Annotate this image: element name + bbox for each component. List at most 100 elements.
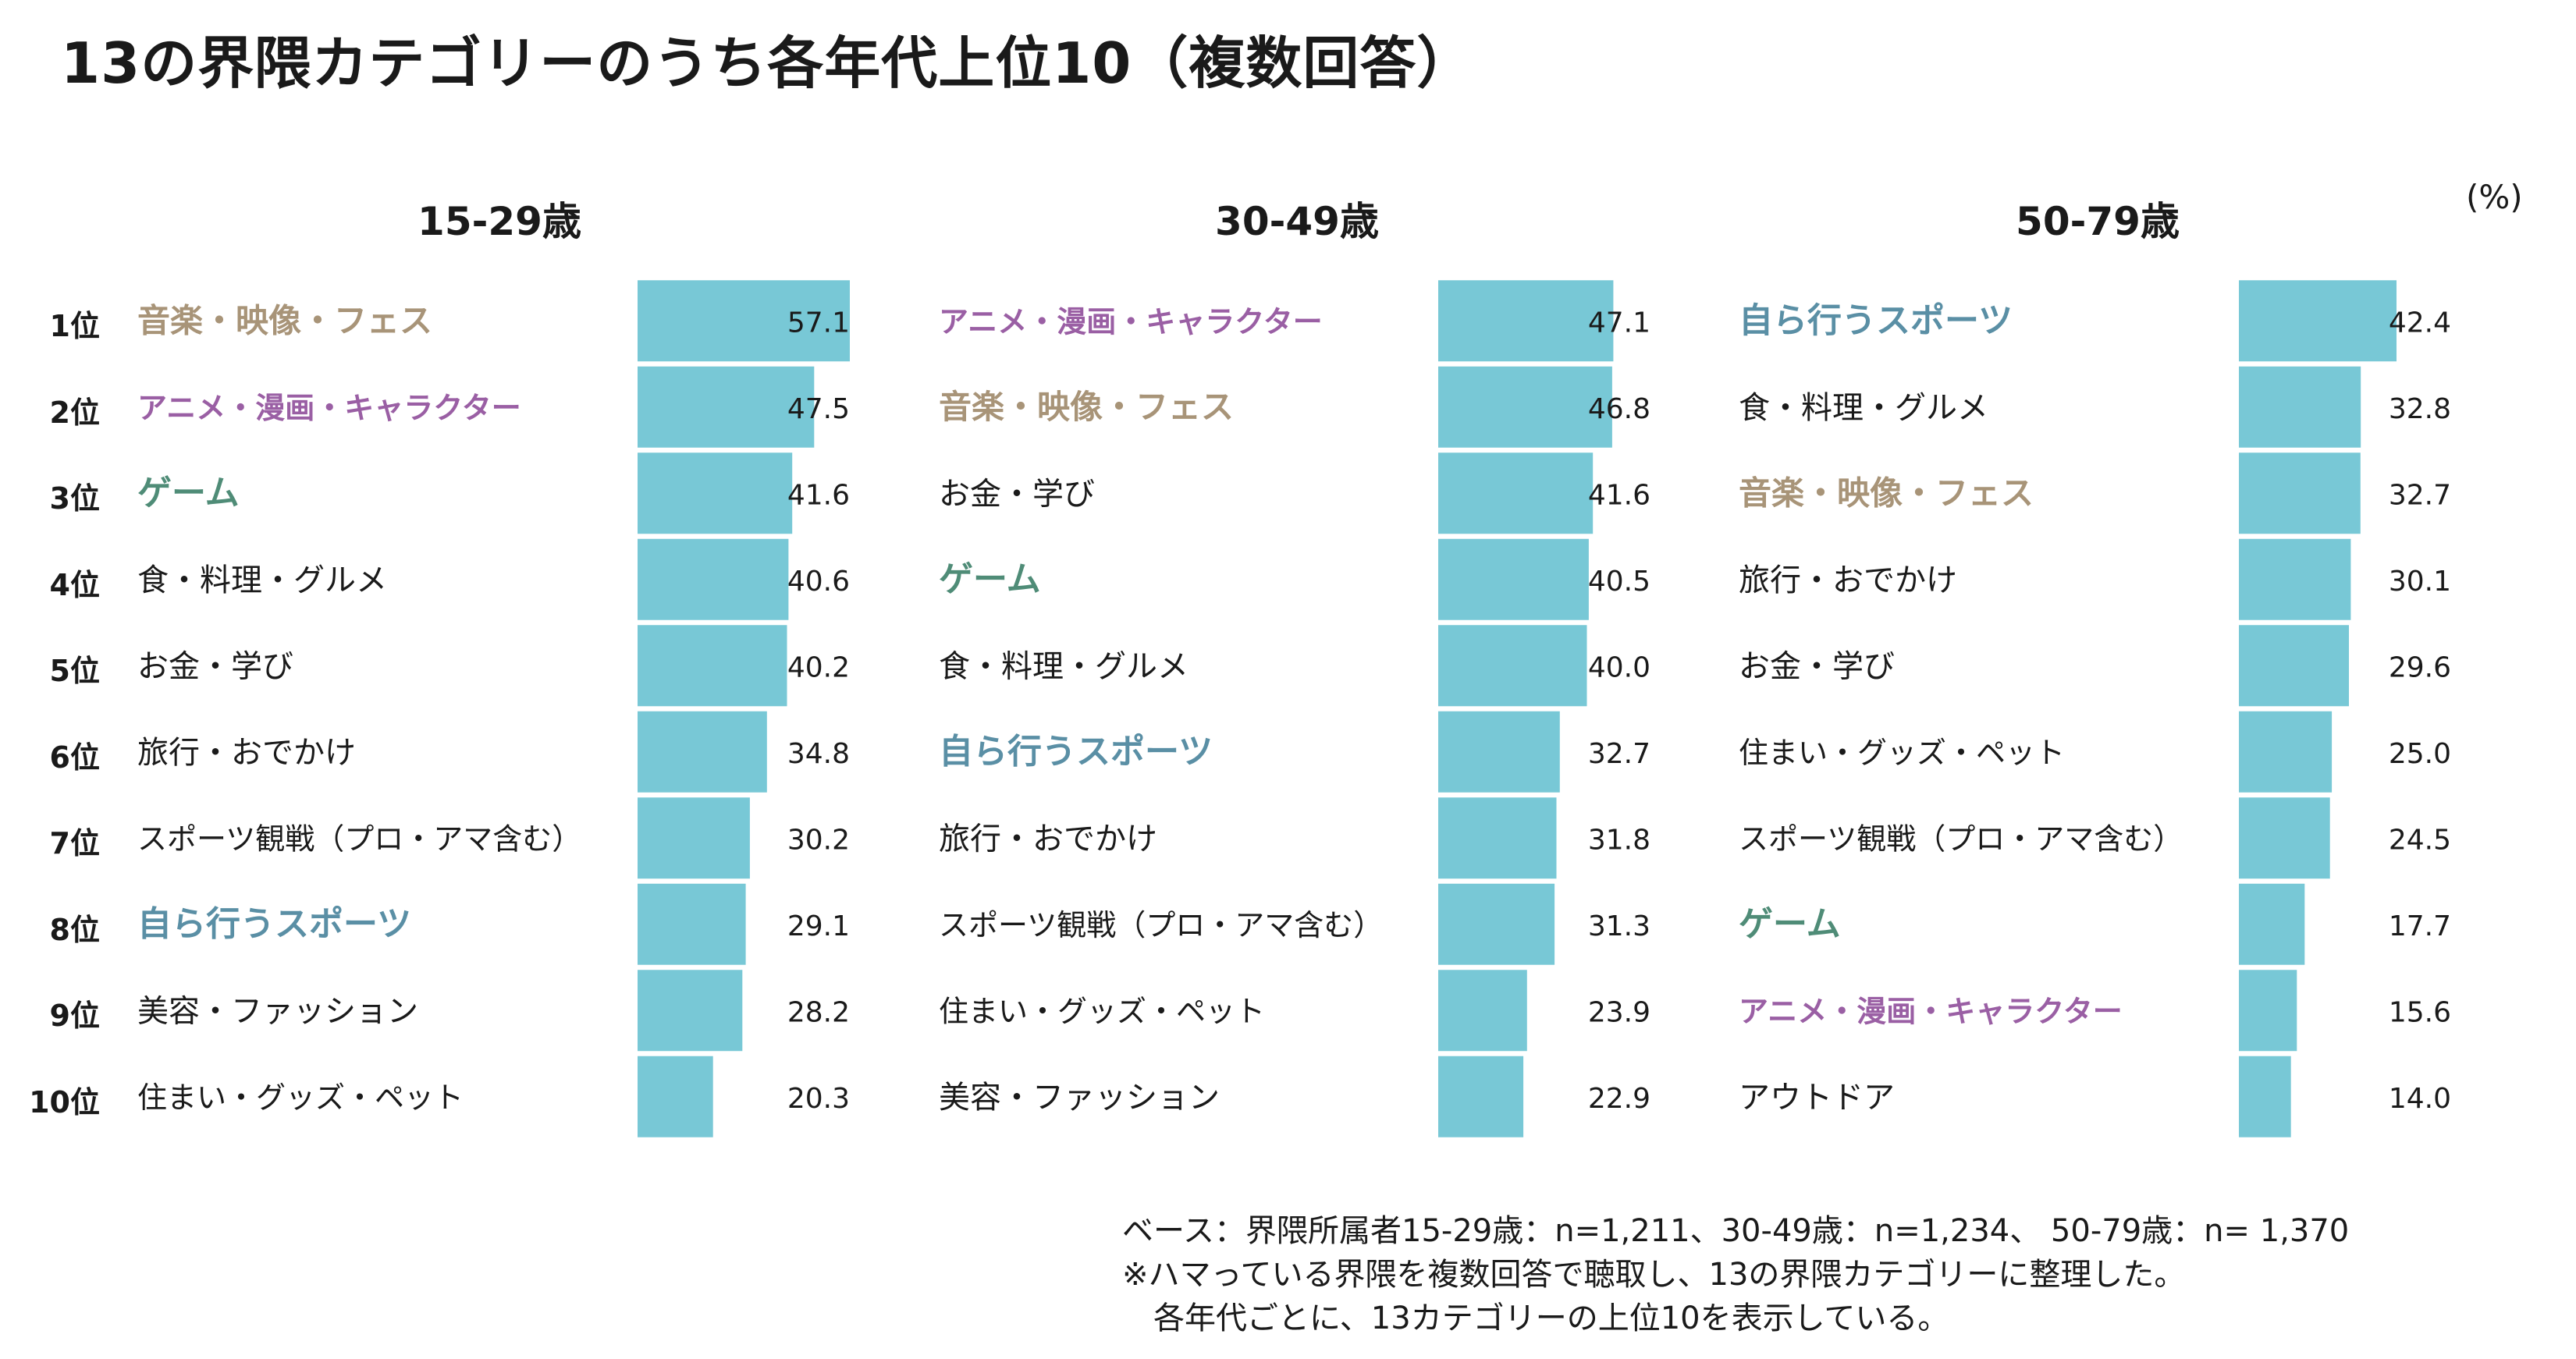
- chart-panel-2: 47.1 アニメ・漫画・キャラクター 46.8 音楽・映像・フェス 41.6 お金・学び 4…: [939, 280, 1650, 1137]
- category-label: お金・学び: [939, 476, 1095, 512]
- category-label: ゲーム: [1739, 904, 1841, 944]
- data-label: 42.4: [2389, 307, 2451, 339]
- data-label: 32.8: [2389, 393, 2451, 425]
- group-title-30-49: 30-49歳: [1215, 199, 1379, 244]
- bar: [1438, 883, 1555, 965]
- bar: [1438, 970, 1527, 1052]
- bar: [2239, 366, 2361, 448]
- data-label: 15.6: [2389, 996, 2451, 1028]
- category-label: お金・学び: [1739, 648, 1895, 684]
- bar: [2239, 280, 2397, 362]
- category-label: スポーツ観戦（プロ・アマ含む）: [1739, 821, 2183, 856]
- category-label: 旅行・おでかけ: [137, 735, 356, 771]
- category-label: スポーツ観戦（プロ・アマ含む）: [939, 908, 1383, 942]
- category-label: 自ら行うスポーツ: [137, 904, 411, 944]
- bar: [1438, 711, 1560, 793]
- data-label: 30.2: [787, 824, 850, 856]
- group-title-50-79: 50-79歳: [2016, 199, 2180, 244]
- category-label: 旅行・おでかけ: [1739, 562, 1957, 598]
- bar: [2239, 625, 2349, 707]
- category-label: 美容・ファッション: [137, 993, 418, 1029]
- bar: [2239, 883, 2305, 965]
- bar: [638, 797, 750, 879]
- bar: [1438, 625, 1587, 707]
- data-label: 28.2: [787, 996, 850, 1028]
- rank-label: 9位: [49, 999, 100, 1034]
- rank-label: 5位: [49, 654, 100, 689]
- data-label: 40.0: [1588, 651, 1650, 683]
- bar: [638, 1056, 713, 1137]
- data-label: 25.0: [2389, 738, 2451, 770]
- bar: [2239, 797, 2330, 879]
- page-title: 13の界隈カテゴリーのうち各年代上位10（複数回答）: [61, 30, 1474, 96]
- category-label: 音楽・映像・フェス: [939, 388, 1234, 426]
- category-label: 住まい・グッズ・ペット: [1739, 736, 2065, 770]
- category-label: 食・料理・グルメ: [939, 648, 1189, 684]
- data-label: 40.2: [787, 651, 850, 683]
- bar: [2239, 538, 2351, 620]
- bar: [638, 366, 815, 448]
- category-label: ゲーム: [137, 473, 240, 513]
- footnote-note-2: 各年代ごとに、13カテゴリーの上位10を表示している。: [1122, 1300, 1949, 1336]
- rank-label: 3位: [49, 481, 100, 516]
- data-label: 32.7: [2389, 479, 2451, 511]
- data-label: 57.1: [787, 307, 850, 339]
- chart-panel-1: 57.1 音楽・映像・フェス 47.5 アニメ・漫画・キャラクター 41.6 ゲーム 40.…: [137, 280, 850, 1137]
- data-label: 29.6: [2389, 651, 2451, 683]
- rank-label: 1位: [49, 309, 100, 344]
- category-label: 美容・ファッション: [939, 1080, 1220, 1116]
- category-label: 音楽・映像・フェス: [137, 301, 432, 339]
- category-label: 自ら行うスポーツ: [939, 732, 1213, 772]
- bar: [2239, 970, 2297, 1052]
- footnote-base: ベース：界隈所属者15-29歳：n=1,211、30-49歳：n=1,234、 …: [1122, 1213, 2350, 1249]
- category-label: ゲーム: [939, 559, 1041, 599]
- bar: [638, 280, 850, 362]
- bar: [1438, 366, 1612, 448]
- category-label: 食・料理・グルメ: [1739, 390, 1988, 426]
- data-label: 29.1: [787, 910, 850, 942]
- footnote: ベース：界隈所属者15-29歳：n=1,211、30-49歳：n=1,234、 …: [1122, 1209, 2349, 1340]
- category-label: 住まい・グッズ・ペット: [137, 1080, 464, 1115]
- category-label: アニメ・漫画・キャラクター: [137, 391, 521, 425]
- bar: [638, 538, 789, 620]
- bar: [638, 625, 787, 707]
- bar: [2239, 711, 2333, 793]
- bar: [2239, 1056, 2291, 1137]
- data-label: 41.6: [787, 479, 850, 511]
- bar: [1438, 538, 1589, 620]
- category-label: 住まい・グッズ・ペット: [939, 994, 1265, 1028]
- bar: [1438, 797, 1557, 879]
- data-label: 24.5: [2389, 824, 2451, 856]
- category-label: アウトドア: [1739, 1080, 1895, 1116]
- data-label: 31.8: [1588, 824, 1650, 856]
- bar: [638, 711, 767, 793]
- data-label: 34.8: [787, 738, 850, 770]
- footnote-note: ※ハマっている界隈を複数回答で聴取し、13の界隈カテゴリーに整理した。: [1122, 1257, 2186, 1293]
- rank-label: 8位: [49, 912, 100, 947]
- group-title-15-29: 15-29歳: [417, 199, 581, 244]
- data-label: 31.3: [1588, 910, 1650, 942]
- chart-panel-3: 42.4 自ら行うスポーツ 32.8 食・料理・グルメ 32.7 音楽・映像・フェス 30.…: [1739, 280, 2451, 1137]
- unit-label: (%): [2466, 178, 2523, 216]
- data-label: 17.7: [2389, 910, 2451, 942]
- data-label: 20.3: [787, 1083, 850, 1115]
- data-label: 47.5: [787, 393, 850, 425]
- category-label: スポーツ観戦（プロ・アマ含む）: [137, 821, 581, 856]
- data-label: 32.7: [1588, 738, 1650, 770]
- category-label: お金・学び: [137, 648, 293, 684]
- rank-label: 7位: [49, 826, 100, 861]
- rank-label: 4位: [49, 567, 100, 602]
- category-label: アニメ・漫画・キャラクター: [939, 304, 1323, 339]
- data-label: 40.6: [787, 566, 850, 598]
- bar: [638, 970, 743, 1052]
- bar: [1438, 280, 1614, 362]
- category-label: アニメ・漫画・キャラクター: [1739, 994, 2123, 1028]
- rank-label: 2位: [49, 395, 100, 430]
- data-label: 46.8: [1588, 393, 1650, 425]
- data-label: 22.9: [1588, 1083, 1650, 1115]
- data-label: 47.1: [1588, 307, 1650, 339]
- category-label: 旅行・おでかけ: [939, 821, 1157, 857]
- data-label: 41.6: [1588, 479, 1650, 511]
- bar: [638, 452, 793, 534]
